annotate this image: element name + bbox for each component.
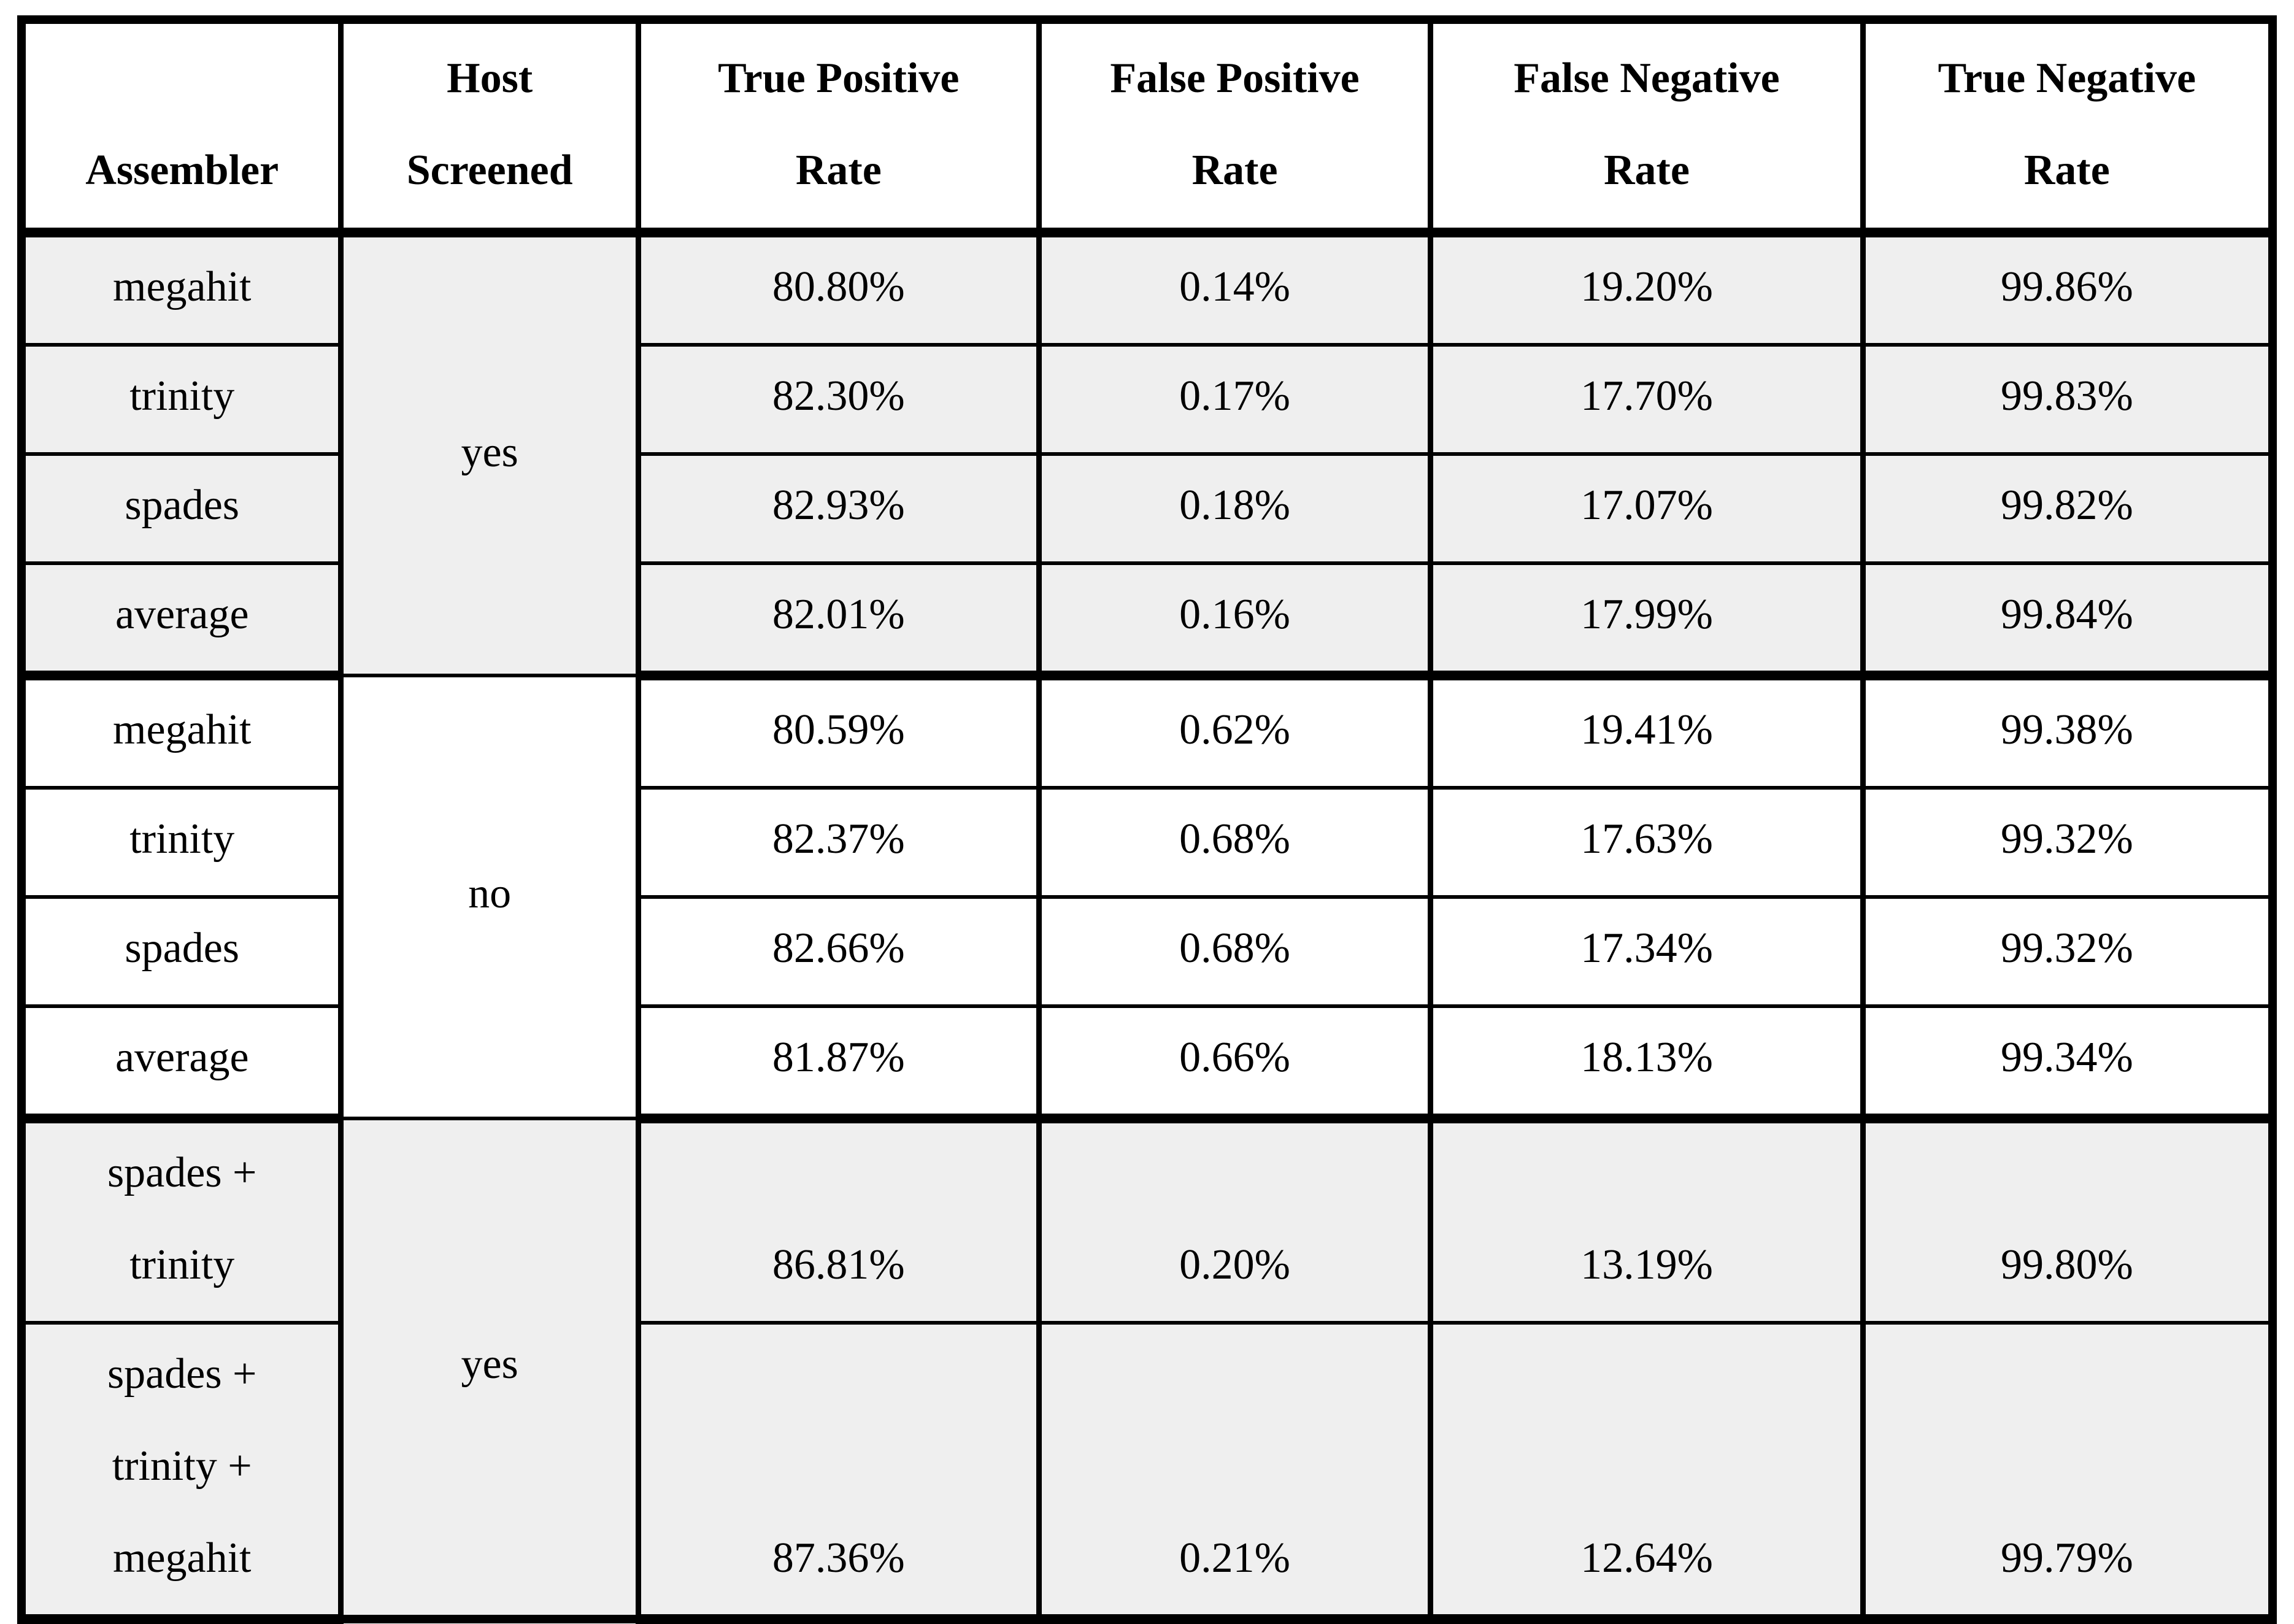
assembler-line: trinity + — [112, 1442, 252, 1490]
cell-false-negative-rate: 13.19% — [1428, 1117, 1866, 1325]
cell-true-negative-rate: 99.32% — [1860, 895, 2276, 1008]
cell-true-negative-rate: 99.38% — [1860, 674, 2276, 790]
cell-true-positive-rate: 82.01% — [635, 561, 1042, 680]
cell-true-negative-rate: 99.80% — [1860, 1117, 2276, 1325]
assembler-line: spades — [125, 925, 240, 972]
cell-false-positive-rate: 0.62% — [1036, 674, 1434, 790]
cell-true-positive-rate: 80.59% — [635, 674, 1042, 790]
table-row: spades 82.66% 0.68% 17.34% 99.32% — [18, 895, 2276, 1008]
assembler-line: spades + — [107, 1149, 257, 1196]
cell-true-negative-rate: 99.79% — [1860, 1321, 2276, 1624]
assembler-line: megahit — [113, 263, 252, 310]
assembler-line: megahit — [113, 706, 252, 753]
table-row: megahit yes 80.80% 0.14% 19.20% 99.86% — [18, 231, 2276, 677]
assembler-line: megahit — [113, 1534, 252, 1582]
cell-true-negative-rate: 99.32% — [1860, 786, 2276, 899]
cell-assembler: average — [18, 561, 344, 680]
assembler-line: spades + — [107, 1350, 257, 1398]
table-row: spades + trinity yes 86.81% 0.20% 13.19%… — [18, 1117, 2276, 1621]
table-row: megahit no 80.59% 0.62% 19.41% 99.38% — [18, 674, 2276, 1120]
assembler-line: average — [115, 1034, 249, 1081]
results-table: Assembler Host Screened True Positive Ra… — [17, 15, 2277, 1624]
cell-false-positive-rate: 0.66% — [1036, 1004, 1434, 1123]
table-row: trinity 82.37% 0.68% 17.63% 99.32% — [18, 786, 2276, 899]
assembler-line: trinity — [129, 372, 235, 420]
cell-assembler: spades + trinity + megahit — [18, 1321, 344, 1624]
cell-host-screened: yes — [338, 1117, 641, 1621]
header-line: Screened — [406, 147, 573, 194]
cell-assembler: megahit — [18, 231, 344, 347]
table-row: spades 82.93% 0.18% 17.07% 99.82% — [18, 452, 2276, 565]
header-line: Rate — [1604, 147, 1690, 194]
header-line: Host — [447, 55, 533, 102]
assembler-line: trinity — [129, 815, 235, 863]
cell-true-positive-rate: 82.93% — [635, 452, 1042, 565]
cell-false-positive-rate: 0.17% — [1036, 343, 1434, 456]
col-header-false-negative-rate: False Negative Rate — [1428, 18, 1866, 237]
cell-false-negative-rate: 17.99% — [1428, 561, 1866, 680]
header-line: False Positive — [1110, 55, 1360, 102]
cell-assembler: trinity — [18, 343, 344, 456]
header-line: Rate — [795, 147, 882, 194]
cell-false-negative-rate: 18.13% — [1428, 1004, 1866, 1123]
cell-assembler: spades + trinity — [18, 1117, 344, 1325]
cell-host-screened: no — [338, 674, 641, 1120]
cell-assembler: average — [18, 1004, 344, 1123]
header-line: Rate — [1191, 147, 1278, 194]
cell-true-positive-rate: 80.80% — [635, 231, 1042, 347]
cell-true-positive-rate: 82.30% — [635, 343, 1042, 456]
cell-host-screened: yes — [338, 231, 641, 677]
cell-false-negative-rate: 17.63% — [1428, 786, 1866, 899]
cell-false-negative-rate: 19.20% — [1428, 231, 1866, 347]
cell-false-positive-rate: 0.20% — [1036, 1117, 1434, 1325]
col-header-false-positive-rate: False Positive Rate — [1036, 18, 1434, 237]
cell-false-negative-rate: 19.41% — [1428, 674, 1866, 790]
cell-assembler: trinity — [18, 786, 344, 899]
cell-false-positive-rate: 0.16% — [1036, 561, 1434, 680]
header-line: Assembler — [85, 147, 279, 194]
header-line: True Negative — [1938, 55, 2196, 102]
assembler-line: trinity — [129, 1241, 235, 1288]
cell-true-positive-rate: 81.87% — [635, 1004, 1042, 1123]
cell-true-negative-rate: 99.83% — [1860, 343, 2276, 456]
col-header-host-screened: Host Screened — [338, 18, 641, 237]
cell-false-positive-rate: 0.18% — [1036, 452, 1434, 565]
cell-true-negative-rate: 99.84% — [1860, 561, 2276, 680]
cell-true-positive-rate: 82.66% — [635, 895, 1042, 1008]
page: Assembler Host Screened True Positive Ra… — [17, 15, 2277, 1624]
cell-assembler: spades — [18, 452, 344, 565]
cell-true-positive-rate: 86.81% — [635, 1117, 1042, 1325]
cell-false-negative-rate: 17.07% — [1428, 452, 1866, 565]
cell-false-positive-rate: 0.21% — [1036, 1321, 1434, 1624]
header-line: True Positive — [718, 55, 960, 102]
cell-false-negative-rate: 17.34% — [1428, 895, 1866, 1008]
header-line: False Negative — [1514, 55, 1780, 102]
cell-assembler: megahit — [18, 674, 344, 790]
col-header-true-negative-rate: True Negative Rate — [1860, 18, 2276, 237]
table-row: average 81.87% 0.66% 18.13% 99.34% — [18, 1004, 2276, 1123]
cell-false-positive-rate: 0.68% — [1036, 895, 1434, 1008]
col-header-true-positive-rate: True Positive Rate — [635, 18, 1042, 237]
header-row: Assembler Host Screened True Positive Ra… — [18, 18, 2276, 237]
table-row: average 82.01% 0.16% 17.99% 99.84% — [18, 561, 2276, 680]
cell-true-positive-rate: 82.37% — [635, 786, 1042, 899]
cell-false-negative-rate: 17.70% — [1428, 343, 1866, 456]
cell-true-negative-rate: 99.82% — [1860, 452, 2276, 565]
col-header-assembler: Assembler — [18, 18, 344, 237]
cell-true-positive-rate: 87.36% — [635, 1321, 1042, 1624]
cell-false-negative-rate: 12.64% — [1428, 1321, 1866, 1624]
cell-false-positive-rate: 0.68% — [1036, 786, 1434, 899]
cell-false-positive-rate: 0.14% — [1036, 231, 1434, 347]
cell-true-negative-rate: 99.86% — [1860, 231, 2276, 347]
cell-true-negative-rate: 99.34% — [1860, 1004, 2276, 1123]
table-row: trinity 82.30% 0.17% 17.70% 99.83% — [18, 343, 2276, 456]
assembler-line: average — [115, 591, 249, 638]
cell-assembler: spades — [18, 895, 344, 1008]
assembler-line: spades — [125, 482, 240, 529]
header-line: Rate — [2023, 147, 2110, 194]
